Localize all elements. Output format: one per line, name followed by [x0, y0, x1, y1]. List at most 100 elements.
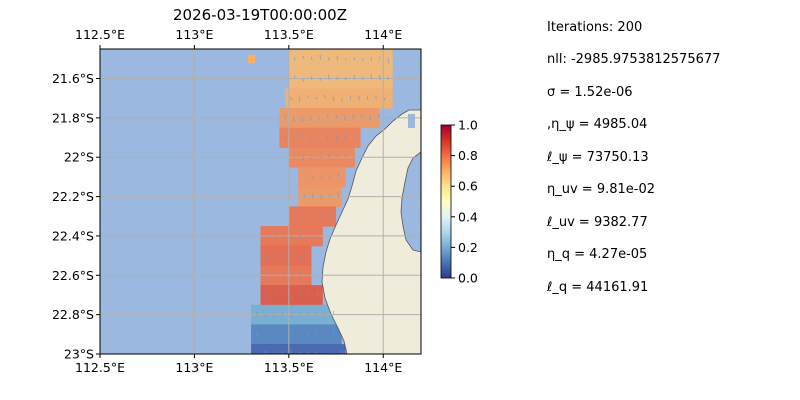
velocity-arrow	[324, 94, 326, 99]
velocity-arrow	[290, 314, 292, 319]
velocity-arrow	[341, 351, 343, 354]
colorbar-tick-label: 1.0	[458, 118, 478, 133]
velocity-arrow	[264, 334, 267, 338]
y-tick-label: 21.6°S	[52, 71, 94, 86]
velocity-arrow	[274, 232, 276, 237]
velocity-arrow	[290, 96, 292, 101]
y-tick-label: 22.2°S	[52, 189, 94, 204]
velocity-arrow	[362, 58, 364, 61]
stat-ell-psi: ℓ_ψ = 73750.13	[547, 150, 649, 165]
velocity-arrow	[310, 137, 312, 141]
velocity-arrow	[318, 134, 321, 137]
velocity-arrow	[308, 291, 310, 296]
velocity-arrow	[336, 55, 338, 61]
velocity-arrow	[294, 154, 296, 157]
velocity-arrow	[299, 255, 302, 260]
colorbar-tick-label: 0.6	[458, 179, 478, 194]
stat-eta-q: η_q = 4.27e-05	[547, 247, 648, 262]
velocity-arrow	[294, 75, 296, 79]
stat-eta-uv: η_uv = 9.81e-02	[547, 182, 656, 197]
velocity-arrow	[293, 116, 295, 122]
velocity-arrow	[308, 235, 310, 240]
velocity-arrow	[274, 273, 276, 278]
velocity-arrow	[281, 312, 284, 316]
velocity-arrow	[328, 154, 330, 159]
velocity-arrow	[379, 75, 381, 80]
land	[321, 109, 421, 354]
velocity-arrow	[358, 95, 360, 101]
velocity-arrow	[282, 293, 285, 296]
velocity-arrow	[303, 174, 305, 177]
colorbar-tick-label: 0.2	[458, 240, 478, 255]
velocity-arrow	[319, 214, 321, 218]
velocity-arrow	[301, 117, 304, 122]
x-tick-label-bottom: 113°E	[175, 360, 213, 375]
y-tick-label: 22.6°S	[52, 268, 94, 283]
velocity-arrow	[307, 332, 309, 336]
velocity-arrow	[256, 311, 258, 317]
velocity-arrow	[264, 313, 267, 317]
y-tick-label: 22.8°S	[52, 307, 94, 322]
velocity-arrow	[302, 155, 304, 160]
velocity-arrow	[265, 274, 268, 279]
velocity-arrow	[335, 115, 338, 119]
velocity-arrow	[329, 175, 331, 179]
velocity-arrow	[291, 235, 293, 240]
velocity-arrow	[256, 332, 258, 337]
chart-title: 2026-03-19T00:00:00Z	[173, 6, 347, 24]
x-tick-label-bottom: 112.5°E	[75, 360, 125, 375]
velocity-arrow	[383, 97, 386, 101]
velocity-arrow	[294, 213, 296, 216]
x-tick-label-top: 113°E	[175, 27, 213, 42]
velocity-arrow	[332, 331, 335, 336]
velocity-arrow	[273, 314, 275, 318]
velocity-arrow	[315, 332, 318, 336]
velocity-arrow	[378, 113, 380, 119]
colorbar-tick-label: 0.4	[458, 209, 478, 224]
inlet	[408, 114, 415, 128]
velocity-arrow	[291, 271, 293, 276]
velocity-arrow	[291, 294, 293, 299]
velocity-arrow	[370, 57, 372, 61]
velocity-arrow	[336, 153, 338, 158]
x-tick-label-top: 114°E	[364, 27, 402, 42]
velocity-arrow	[281, 332, 284, 336]
x-tick-label-top: 113.5°E	[264, 27, 314, 42]
velocity-arrow	[328, 57, 330, 61]
velocity-arrow	[352, 135, 355, 138]
velocity-arrow	[327, 136, 329, 141]
velocity-arrow	[310, 116, 312, 121]
x-tick-label-bottom: 114°E	[364, 360, 402, 375]
velocity-arrow	[344, 116, 346, 121]
field-cell	[260, 245, 312, 266]
field-cell	[251, 324, 342, 345]
velocity-arrow	[293, 136, 295, 140]
y-tick-label: 23°S	[64, 347, 94, 362]
velocity-arrow	[282, 234, 285, 239]
velocity-arrow	[387, 58, 389, 64]
field-cell	[298, 167, 346, 188]
velocity-arrow	[324, 312, 326, 316]
stat-eta-psi: ,η_ψ = 4985.04	[547, 117, 648, 132]
velocity-arrow	[284, 114, 287, 120]
colorbar-tick-label: 0.8	[458, 148, 478, 163]
x-tick-label-bottom: 113.5°E	[264, 360, 314, 375]
velocity-arrow	[299, 233, 302, 239]
grid-lines	[100, 49, 421, 354]
velocity-arrow	[316, 233, 319, 239]
velocity-arrow	[349, 96, 352, 100]
velocity-arrow	[319, 54, 321, 60]
colorbar-gradient	[440, 124, 452, 279]
velocity-arrow	[273, 332, 275, 336]
velocity-arrow	[345, 58, 347, 61]
field-cell	[288, 49, 393, 70]
velocity-arrow	[265, 294, 268, 298]
velocity-arrow	[302, 55, 304, 59]
stat-ell-uv: ℓ_uv = 9382.77	[547, 215, 648, 230]
field-cell	[288, 206, 337, 227]
y-tick-label: 21.8°S	[52, 110, 94, 125]
velocity-arrow	[328, 74, 330, 80]
velocity-arrow	[344, 134, 346, 139]
velocity-arrows	[256, 54, 389, 354]
